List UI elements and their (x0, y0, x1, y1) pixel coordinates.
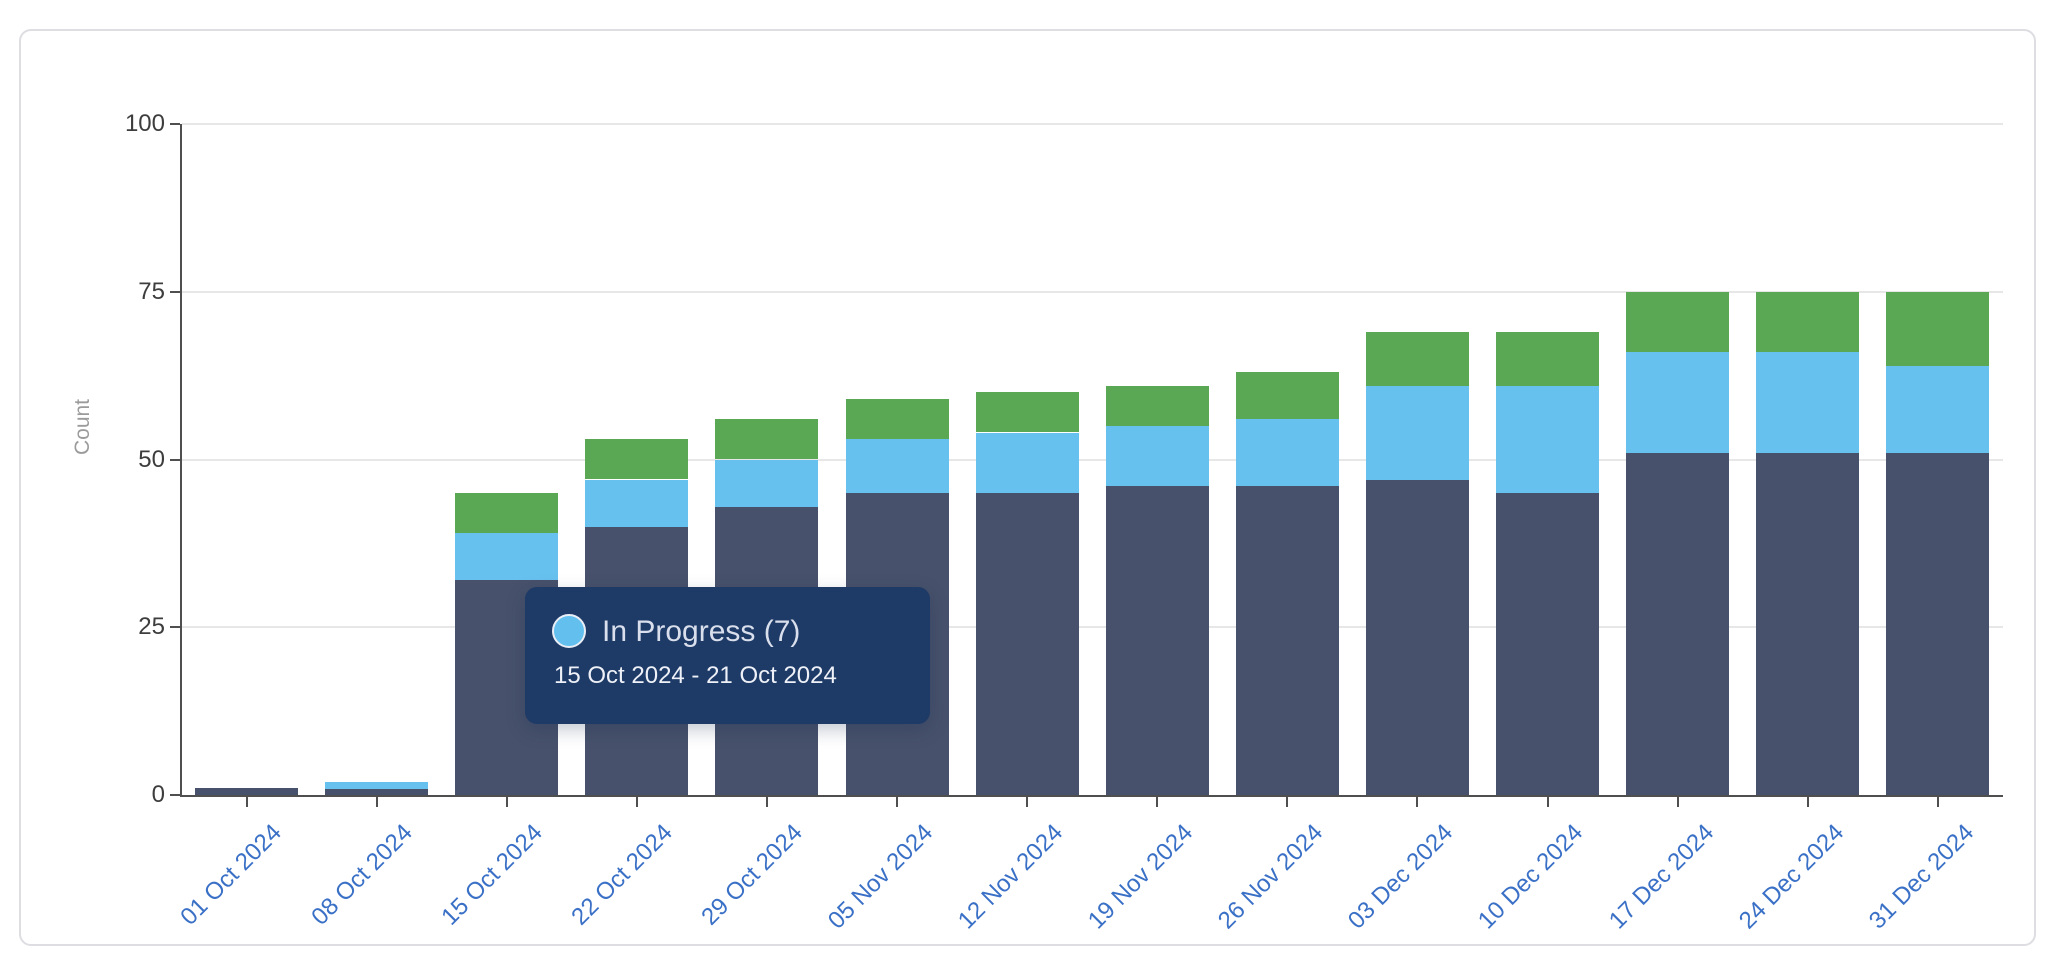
gridline (182, 626, 2003, 628)
bar-segment-series-0[interactable] (195, 788, 298, 795)
bar-segment-in-progress[interactable] (1496, 386, 1599, 493)
bar-segment-in-progress[interactable] (585, 480, 688, 527)
y-axis-line (180, 124, 182, 797)
y-axis-tick-label: 50 (138, 446, 165, 473)
bar-segment-series-0[interactable] (1886, 453, 1989, 795)
bar-segment-series-2[interactable] (1236, 372, 1339, 419)
bar-segment-in-progress[interactable] (715, 460, 818, 507)
bar-segment-in-progress[interactable] (1366, 386, 1469, 480)
x-axis-tick (506, 797, 508, 807)
bar-segment-series-0[interactable] (1626, 453, 1729, 795)
bar-segment-in-progress[interactable] (1756, 352, 1859, 453)
y-axis-tick-label: 75 (138, 278, 165, 305)
y-axis-tick-label: 25 (138, 613, 165, 640)
bar-segment-in-progress[interactable] (1106, 426, 1209, 486)
y-axis-title: Count (71, 398, 94, 456)
x-axis-label: 15 Oct 2024 (436, 819, 549, 931)
bar-segment-series-2[interactable] (976, 392, 1079, 432)
chart-card: Count 0 25 50 75 100 01 Oct 2024 08 Oct 2024 15… (19, 29, 2036, 946)
x-axis-label: 05 Nov 2024 (822, 819, 939, 935)
x-axis-tick (1286, 797, 1288, 807)
bar-segment-in-progress[interactable] (455, 533, 558, 580)
bar-segment-series-0[interactable] (1756, 453, 1859, 795)
x-axis-label: 01 Oct 2024 (175, 819, 288, 931)
x-axis-tick (1416, 797, 1418, 807)
bar-segment-in-progress[interactable] (976, 433, 1079, 493)
x-axis-label: 17 Dec 2024 (1603, 819, 1720, 935)
tooltip-series-label: In Progress (7) (602, 615, 801, 648)
x-axis-label: 12 Nov 2024 (952, 819, 1069, 935)
x-axis-label: 10 Dec 2024 (1472, 819, 1589, 935)
bar-segment-in-progress[interactable] (325, 782, 428, 789)
y-axis-tick-label: 0 (151, 781, 165, 808)
x-axis-label: 22 Oct 2024 (566, 819, 679, 931)
x-axis-tick (636, 797, 638, 807)
x-axis-label: 19 Nov 2024 (1082, 819, 1199, 935)
bar-segment-in-progress[interactable] (1236, 419, 1339, 486)
x-axis-line (180, 795, 2003, 797)
x-axis-label: 29 Oct 2024 (696, 819, 809, 931)
y-axis-tick-label: 100 (124, 110, 165, 137)
x-axis-tick (1547, 797, 1549, 807)
y-axis-tick (170, 626, 180, 628)
bar-segment-series-2[interactable] (1756, 292, 1859, 352)
bar-segment-series-2[interactable] (715, 419, 818, 459)
y-axis-tick (170, 291, 180, 293)
y-axis-tick (170, 459, 180, 461)
y-axis-tick (170, 794, 180, 796)
x-axis-tick (246, 797, 248, 807)
x-axis-tick (766, 797, 768, 807)
bar-segment-series-0[interactable] (1106, 486, 1209, 795)
gridline (182, 459, 2003, 461)
bar-segment-series-0[interactable] (1366, 480, 1469, 795)
bar-segment-series-2[interactable] (1366, 332, 1469, 386)
bar-segment-series-2[interactable] (1886, 292, 1989, 366)
bar-segment-series-2[interactable] (1496, 332, 1599, 386)
bar-segment-in-progress[interactable] (1886, 366, 1989, 453)
y-axis-tick (170, 123, 180, 125)
bar-segment-in-progress[interactable] (846, 439, 949, 493)
bar-segment-series-2[interactable] (1106, 386, 1209, 426)
x-axis-label: 31 Dec 2024 (1863, 819, 1980, 935)
gridline (182, 291, 2003, 293)
in-progress-series-marker-icon (552, 614, 586, 648)
x-axis-tick (376, 797, 378, 807)
x-axis-tick (1156, 797, 1158, 807)
stacked-bar-chart: Count 0 25 50 75 100 01 Oct 2024 08 Oct 2024 15… (21, 31, 2034, 944)
x-axis-label: 08 Oct 2024 (306, 819, 419, 931)
bar-segment-in-progress[interactable] (1626, 352, 1729, 453)
x-axis-tick (1807, 797, 1809, 807)
bar-segment-series-0[interactable] (976, 493, 1079, 795)
bar-segment-series-2[interactable] (455, 493, 558, 533)
gridline (182, 123, 2003, 125)
bar-segment-series-2[interactable] (846, 399, 949, 439)
x-axis-tick (1026, 797, 1028, 807)
chart-tooltip: In Progress (7) 15 Oct 2024 - 21 Oct 202… (525, 587, 930, 724)
x-axis-label: 24 Dec 2024 (1733, 819, 1850, 935)
x-axis-tick (1677, 797, 1679, 807)
bar-segment-series-0[interactable] (1496, 493, 1599, 795)
bar-segment-series-0[interactable] (325, 788, 428, 795)
bar-segment-series-2[interactable] (1626, 292, 1729, 352)
x-axis-tick (896, 797, 898, 807)
tooltip-date-range: 15 Oct 2024 - 21 Oct 2024 (554, 662, 837, 689)
x-axis-label: 03 Dec 2024 (1342, 819, 1459, 935)
x-axis-tick (1937, 797, 1939, 807)
bar-segment-series-2[interactable] (585, 439, 688, 479)
bar-segment-series-0[interactable] (1236, 486, 1339, 795)
x-axis-label: 26 Nov 2024 (1212, 819, 1329, 935)
